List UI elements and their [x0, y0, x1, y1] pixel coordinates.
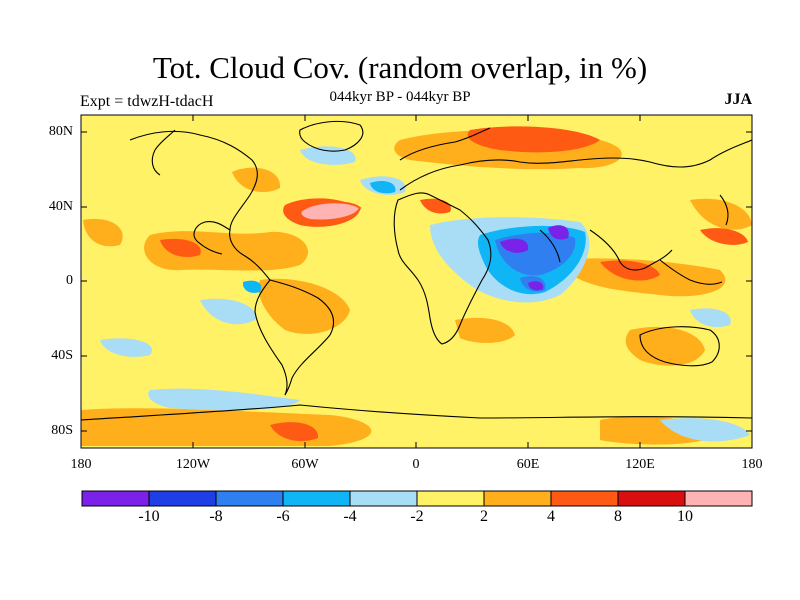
- colorbar-label: -4: [343, 508, 357, 525]
- x-tick-label: 0: [412, 457, 420, 472]
- colorbar-label: -6: [276, 508, 290, 525]
- x-tick-label: 180: [70, 457, 92, 472]
- y-tick-label: 40S: [51, 348, 73, 363]
- colorbar-label: -8: [209, 508, 223, 525]
- colorbar-label: -10: [138, 508, 160, 525]
- x-tick-label: 60W: [291, 457, 319, 472]
- colorbar-swatch: [483, 490, 552, 507]
- y-tick-label: 40N: [48, 199, 73, 214]
- y-tick-label: 0: [66, 273, 73, 288]
- colorbar-swatch: [282, 490, 351, 507]
- x-tick-label: 60E: [516, 457, 540, 472]
- colorbar-swatch: [148, 490, 217, 507]
- maximum-anomaly-region: [299, 201, 362, 222]
- season-label: JJA: [724, 91, 752, 108]
- colorbar-label: 10: [677, 508, 693, 525]
- colorbar-swatch: [81, 490, 150, 507]
- colorbar-label: 2: [480, 508, 488, 525]
- colorbar-swatch: [215, 490, 284, 507]
- y-tick-label: 80S: [51, 423, 73, 438]
- axis-ticks: [80, 115, 753, 448]
- map-title: Tot. Cloud Cov. (random overlap, in %): [152, 50, 648, 85]
- colorbar-swatch: [617, 490, 686, 507]
- map-field: [81, 115, 752, 448]
- coastlines: [81, 120, 752, 421]
- colorbar: [81, 490, 753, 507]
- y-tick-label: 80N: [48, 124, 73, 139]
- map-subtitle: 044kyr BP - 044kyr BP: [329, 89, 471, 105]
- colorbar-swatch: [550, 490, 619, 507]
- colorbar-swatch: [684, 490, 753, 507]
- x-tick-label: 120W: [175, 457, 211, 472]
- minimum-anomaly-regions: [500, 225, 569, 291]
- positive-anomaly-regions: [81, 130, 752, 446]
- x-tick-label: 120E: [625, 457, 655, 472]
- colorbar-swatch: [416, 490, 485, 507]
- colorbar-label: 4: [547, 508, 555, 525]
- experiment-label: Expt = tdwzH-tdacH: [80, 93, 214, 110]
- colorbar-label: 8: [614, 508, 622, 525]
- x-tick-label: 180: [741, 457, 763, 472]
- colorbar-swatch: [349, 490, 418, 507]
- colorbar-label: -2: [410, 508, 424, 525]
